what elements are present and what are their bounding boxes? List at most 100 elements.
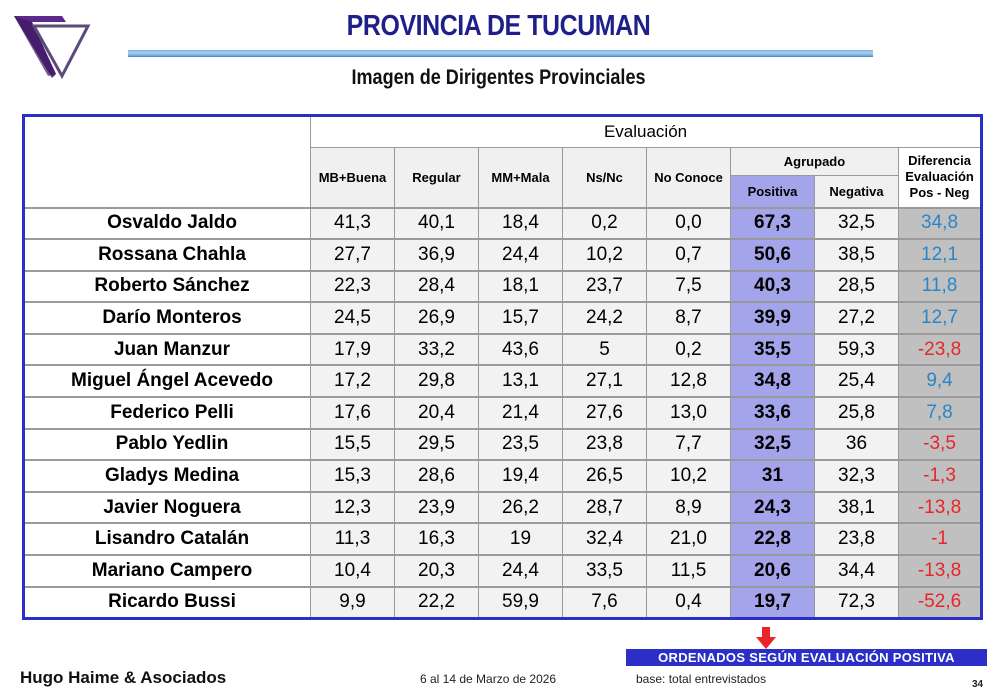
- cell-name: Federico Pelli: [23, 396, 311, 430]
- cell-negativa: 25,8: [814, 396, 899, 430]
- cell-positiva: 20,6: [730, 554, 815, 588]
- cell-diferencia: -13,8: [897, 490, 983, 524]
- evaluation-group-header: Evaluación: [309, 115, 983, 148]
- cell-positiva: 40,3: [730, 269, 815, 303]
- cell-mb-buena: 15,3: [310, 459, 395, 493]
- cell-regular: 29,8: [394, 364, 479, 398]
- cell-no-conoce: 0,0: [646, 206, 731, 240]
- col-header-regular: Regular: [394, 147, 479, 208]
- cell-mb-buena: 10,4: [310, 554, 395, 588]
- cell-diferencia: -1,3: [897, 459, 983, 493]
- cell-negativa: 32,3: [814, 459, 899, 493]
- cell-name: Mariano Campero: [23, 554, 311, 588]
- cell-no-conoce: 7,7: [646, 427, 731, 461]
- cell-ns-nc: 33,5: [562, 554, 647, 588]
- diferencia-line-3: Pos - Neg: [909, 185, 970, 201]
- table-row: Miguel Ángel Acevedo 17,2 29,8 13,1 27,1 12,8…: [23, 364, 983, 398]
- cell-mb-buena: 17,2: [310, 364, 395, 398]
- cell-diferencia: 7,8: [897, 396, 983, 430]
- col-header-diferencia: Diferencia Evaluación Pos - Neg: [897, 147, 983, 208]
- table-row: Juan Manzur 17,9 33,2 43,6 5 0,2 35,5 59,3 -23,8: [23, 332, 983, 366]
- title-divider: [128, 50, 873, 57]
- cell-mb-buena: 9,9: [310, 585, 395, 619]
- cell-ns-nc: 26,5: [562, 459, 647, 493]
- table-row: Federico Pelli 17,6 20,4 21,4 27,6 13,0 33,6 25…: [23, 396, 983, 430]
- cell-regular: 26,9: [394, 301, 479, 335]
- table-row: Pablo Yedlin 15,5 29,5 23,5 23,8 7,7 32,5 36 -3,…: [23, 427, 983, 461]
- cell-mm-mala: 24,4: [478, 238, 563, 272]
- cell-name: Lisandro Catalán: [23, 522, 311, 556]
- cell-positiva: 22,8: [730, 522, 815, 556]
- page-title: PROVINCIA DE TUCUMAN: [346, 10, 651, 42]
- cell-mm-mala: 23,5: [478, 427, 563, 461]
- cell-ns-nc: 27,6: [562, 396, 647, 430]
- survey-date: 6 al 14 de Marzo de 2026: [420, 672, 557, 686]
- cell-diferencia: -52,6: [897, 585, 983, 619]
- cell-positiva: 24,3: [730, 490, 815, 524]
- cell-positiva: 67,3: [730, 206, 815, 240]
- cell-mm-mala: 19: [478, 522, 563, 556]
- cell-mm-mala: 43,6: [478, 332, 563, 366]
- cell-positiva: 32,5: [730, 427, 815, 461]
- cell-mm-mala: 21,4: [478, 396, 563, 430]
- cell-no-conoce: 13,0: [646, 396, 731, 430]
- cell-no-conoce: 21,0: [646, 522, 731, 556]
- cell-mm-mala: 18,1: [478, 269, 563, 303]
- page-subtitle: Imagen de Dirigentes Provinciales: [351, 66, 646, 89]
- cell-diferencia: 12,7: [897, 301, 983, 335]
- cell-positiva: 35,5: [730, 332, 815, 366]
- cell-mb-buena: 15,5: [310, 427, 395, 461]
- cell-no-conoce: 0,7: [646, 238, 731, 272]
- sample-base: base: total entrevistados: [636, 672, 767, 686]
- cell-mb-buena: 22,3: [310, 269, 395, 303]
- cell-name: Roberto Sánchez: [23, 269, 311, 303]
- cell-no-conoce: 8,7: [646, 301, 731, 335]
- cell-mb-buena: 12,3: [310, 490, 395, 524]
- cell-mb-buena: 11,3: [310, 522, 395, 556]
- cell-negativa: 38,5: [814, 238, 899, 272]
- leaders-evaluation-table: Evaluación MB+Buena Regular MM+Mala Ns/N…: [22, 114, 984, 620]
- cell-regular: 40,1: [394, 206, 479, 240]
- table-row: Darío Monteros 24,5 26,9 15,7 24,2 8,7 39,9 27,…: [23, 301, 983, 335]
- cell-positiva: 19,7: [730, 585, 815, 619]
- cell-name: Ricardo Bussi: [23, 585, 311, 619]
- cell-regular: 16,3: [394, 522, 479, 556]
- cell-diferencia: -1: [897, 522, 983, 556]
- cell-diferencia: 34,8: [897, 206, 983, 240]
- cell-negativa: 72,3: [814, 585, 899, 619]
- col-header-negativa: Negativa: [814, 175, 899, 208]
- cell-regular: 23,9: [394, 490, 479, 524]
- cell-mm-mala: 26,2: [478, 490, 563, 524]
- cell-negativa: 28,5: [814, 269, 899, 303]
- cell-regular: 29,5: [394, 427, 479, 461]
- cell-no-conoce: 12,8: [646, 364, 731, 398]
- table-row: Mariano Campero 10,4 20,3 24,4 33,5 11,5 20,6 3…: [23, 554, 983, 588]
- cell-diferencia: 12,1: [897, 238, 983, 272]
- triangle-logo-icon: [14, 16, 91, 80]
- col-header-mb-buena: MB+Buena: [310, 147, 395, 208]
- cell-ns-nc: 23,7: [562, 269, 647, 303]
- cell-no-conoce: 0,2: [646, 332, 731, 366]
- cell-ns-nc: 10,2: [562, 238, 647, 272]
- cell-regular: 28,4: [394, 269, 479, 303]
- col-header-positiva: Positiva: [730, 175, 815, 208]
- diferencia-line-1: Diferencia: [908, 153, 971, 169]
- cell-name: Miguel Ángel Acevedo: [23, 364, 311, 398]
- cell-name: Pablo Yedlin: [23, 427, 311, 461]
- corner-cell: [23, 115, 311, 208]
- cell-no-conoce: 11,5: [646, 554, 731, 588]
- cell-mb-buena: 27,7: [310, 238, 395, 272]
- col-header-ns-nc: Ns/Nc: [562, 147, 647, 208]
- diferencia-line-2: Evaluación: [905, 169, 974, 185]
- cell-negativa: 34,4: [814, 554, 899, 588]
- cell-mb-buena: 24,5: [310, 301, 395, 335]
- cell-positiva: 31: [730, 459, 815, 493]
- table-row: Lisandro Catalán 11,3 16,3 19 32,4 21,0 22,8 23…: [23, 522, 983, 556]
- cell-no-conoce: 10,2: [646, 459, 731, 493]
- table-row: Roberto Sánchez 22,3 28,4 18,1 23,7 7,5 40,3 28…: [23, 269, 983, 303]
- cell-ns-nc: 0,2: [562, 206, 647, 240]
- cell-diferencia: -3,5: [897, 427, 983, 461]
- cell-regular: 20,4: [394, 396, 479, 430]
- cell-name: Gladys Medina: [23, 459, 311, 493]
- table-row: Rossana Chahla 27,7 36,9 24,4 10,2 0,7 50,6 38,…: [23, 238, 983, 272]
